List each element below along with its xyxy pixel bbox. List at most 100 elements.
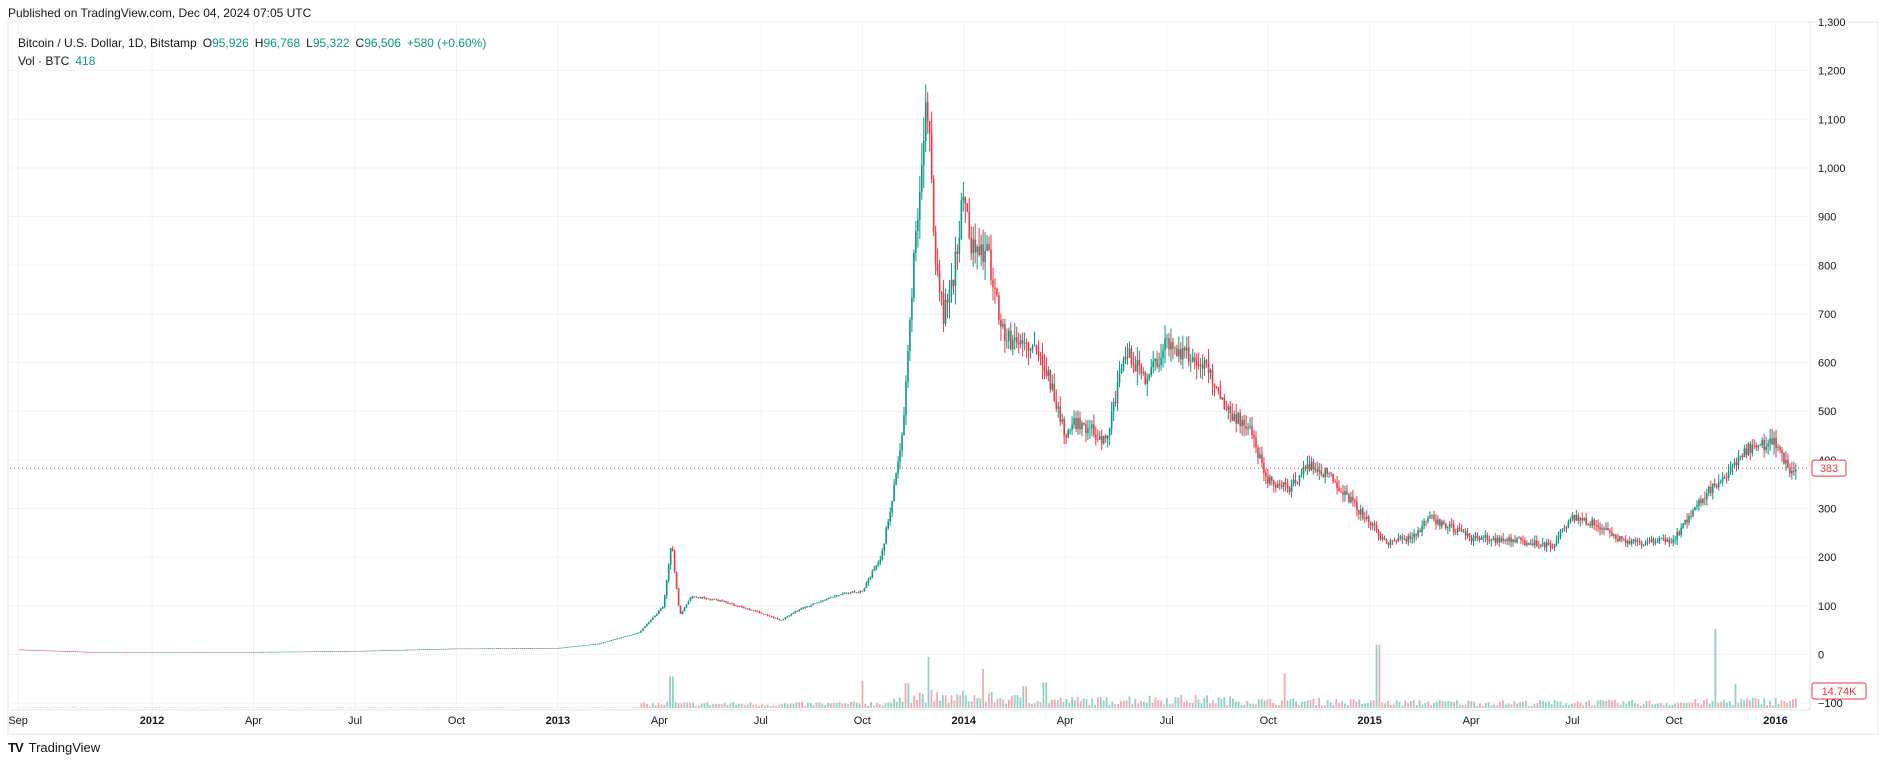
volume-bar bbox=[1694, 699, 1697, 708]
volume-bar bbox=[132, 707, 134, 708]
candle-body bbox=[1057, 406, 1060, 409]
candle-body bbox=[389, 650, 391, 651]
volume-bar bbox=[663, 705, 666, 708]
candle-body bbox=[1211, 370, 1214, 384]
volume-bar bbox=[804, 705, 806, 708]
volume-bar bbox=[149, 707, 152, 709]
volume-bar bbox=[1636, 703, 1639, 708]
candle-body bbox=[1585, 518, 1588, 525]
volume-bar bbox=[815, 702, 818, 708]
candle-body bbox=[841, 593, 844, 595]
volume-bar bbox=[1708, 703, 1711, 708]
candle-body bbox=[1312, 461, 1315, 470]
symbol-name[interactable]: Bitcoin / U.S. Dollar, 1D, Bitstamp bbox=[18, 36, 197, 50]
candle-body bbox=[1747, 443, 1750, 456]
candle-body bbox=[640, 630, 642, 633]
volume-bar bbox=[1513, 700, 1516, 708]
footer-brand[interactable]: TV TradingView bbox=[8, 740, 100, 755]
chart-frame bbox=[7, 21, 1879, 735]
candle-body bbox=[1104, 435, 1107, 439]
candle-body bbox=[1120, 369, 1123, 374]
volume-label[interactable]: Vol · BTC bbox=[18, 54, 70, 68]
volume-value: 418 bbox=[75, 54, 96, 68]
candle-body bbox=[784, 617, 787, 620]
candle-body bbox=[1093, 424, 1095, 435]
volume-bar bbox=[261, 707, 264, 708]
candle-body bbox=[1308, 464, 1311, 470]
candle-body bbox=[1314, 469, 1317, 470]
candle-body bbox=[1095, 434, 1097, 440]
candle-body bbox=[515, 648, 518, 650]
candle-body bbox=[808, 606, 810, 607]
candle-body bbox=[1530, 543, 1532, 545]
candle-body bbox=[1132, 363, 1135, 365]
candle-body bbox=[992, 280, 994, 288]
candle-body bbox=[1114, 401, 1117, 404]
candle-body bbox=[1484, 535, 1487, 538]
volume-bar bbox=[1611, 700, 1613, 708]
volume-bar bbox=[752, 704, 755, 708]
candle-body bbox=[743, 606, 745, 609]
candle-body bbox=[570, 646, 573, 648]
candle-body bbox=[1043, 365, 1046, 371]
volume-bar bbox=[1260, 698, 1263, 708]
candle-body bbox=[323, 651, 326, 652]
candle-body bbox=[1711, 483, 1714, 493]
volume-bar bbox=[1079, 700, 1082, 708]
candle-body bbox=[950, 280, 953, 290]
candle-body bbox=[733, 603, 735, 606]
candle-body bbox=[448, 648, 450, 650]
candle-body bbox=[665, 580, 668, 596]
volume-bar bbox=[482, 707, 485, 708]
candle-body bbox=[1478, 538, 1481, 540]
candle-body bbox=[1342, 492, 1344, 495]
candle-body bbox=[347, 651, 350, 652]
candle-body bbox=[1706, 493, 1708, 500]
volume-bar bbox=[827, 702, 829, 708]
candle-body bbox=[776, 618, 779, 619]
volume-bar bbox=[453, 707, 456, 709]
candle-body bbox=[102, 652, 104, 653]
volume-bar bbox=[126, 707, 129, 709]
y-tick-label: 1,300 bbox=[1818, 17, 1846, 29]
candle-body bbox=[1035, 345, 1038, 351]
candle-body bbox=[1733, 462, 1736, 465]
candle-body bbox=[133, 652, 136, 653]
candle-body bbox=[1415, 533, 1417, 536]
candle-body bbox=[141, 652, 144, 653]
candle-body bbox=[1391, 540, 1394, 541]
candle-body bbox=[62, 651, 65, 652]
volume-bar bbox=[465, 707, 468, 708]
volume-bar bbox=[548, 707, 551, 708]
candle-body bbox=[1089, 427, 1091, 429]
candle-body bbox=[857, 591, 860, 593]
volume-bar bbox=[835, 702, 838, 708]
candle-body bbox=[1033, 345, 1036, 347]
volume-bar bbox=[858, 703, 861, 708]
volume-bar bbox=[221, 707, 223, 708]
candle-body bbox=[727, 602, 729, 604]
chart-legend: Bitcoin / U.S. Dollar, 1D, Bitstamp O95,… bbox=[18, 34, 486, 70]
candle-body bbox=[832, 597, 834, 598]
candle-body bbox=[1658, 538, 1661, 543]
candle-body bbox=[1235, 414, 1238, 424]
candle-body bbox=[612, 639, 615, 641]
candle-body bbox=[1729, 467, 1732, 473]
candle-body bbox=[1518, 537, 1520, 539]
volume-bar bbox=[1415, 705, 1418, 708]
candle-body bbox=[1207, 362, 1210, 373]
candle-body bbox=[1213, 383, 1216, 388]
candle-body bbox=[1660, 538, 1663, 539]
volume-bar bbox=[1608, 699, 1611, 708]
candle-body bbox=[29, 649, 31, 651]
candle-body bbox=[1302, 467, 1305, 475]
candle-body bbox=[507, 648, 510, 650]
volume-bar bbox=[758, 705, 760, 708]
candle-body bbox=[1676, 531, 1678, 540]
candle-body bbox=[1575, 515, 1578, 521]
candle-body bbox=[729, 603, 731, 604]
candle-body bbox=[824, 600, 826, 601]
x-tick-label: Oct bbox=[1666, 715, 1683, 727]
volume-bar bbox=[1099, 697, 1102, 708]
